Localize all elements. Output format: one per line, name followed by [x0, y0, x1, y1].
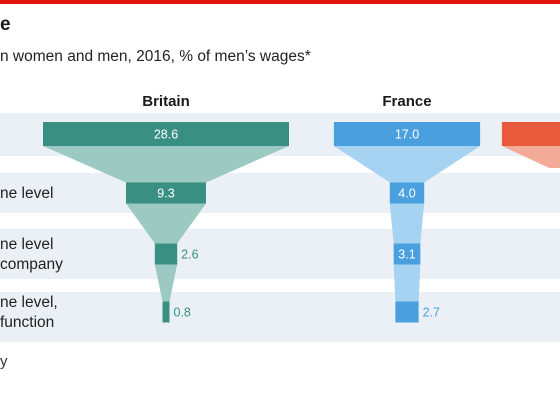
- value-label: 0.8: [174, 306, 191, 320]
- funnel-connector: [126, 203, 206, 244]
- column-header: Britain: [142, 93, 190, 110]
- value-label: 9.3: [157, 187, 174, 201]
- funnel-bar: [333, 122, 481, 146]
- row-band: [0, 173, 560, 213]
- row-label: ne level: [0, 185, 53, 202]
- value-label: 3.1: [398, 248, 415, 262]
- funnel-connector: [154, 264, 178, 302]
- funnel-bar: [389, 182, 425, 204]
- funnel-bar: [154, 243, 178, 265]
- funnel-bar: [126, 182, 206, 204]
- funnel-bar: [501, 122, 560, 146]
- row-label: ne level: [0, 236, 53, 253]
- row-label: function: [0, 314, 54, 331]
- funnel-connector: [333, 146, 481, 183]
- row-label: ne level,: [0, 294, 58, 311]
- row-band: [0, 229, 560, 279]
- funnel-bar: [393, 243, 421, 265]
- funnel-connector: [389, 203, 425, 244]
- chart-subtitle: n women and men, 2016, % of men’s wages*: [0, 48, 311, 65]
- row-band: [0, 292, 560, 342]
- funnel-bar: [395, 301, 419, 323]
- funnel-connector: [501, 146, 560, 168]
- value-label: 4.0: [398, 187, 415, 201]
- funnel-connector: [393, 264, 421, 302]
- funnel-bar: [43, 122, 289, 146]
- value-label: 2.7: [423, 306, 440, 320]
- column-header: France: [382, 93, 431, 110]
- chart-title: e: [0, 14, 11, 35]
- funnel-connector: [43, 146, 289, 183]
- value-label: 17.0: [395, 128, 419, 142]
- value-label: 28.6: [154, 128, 178, 142]
- footnote: y: [0, 353, 8, 370]
- funnel-bar: [162, 301, 170, 323]
- row-label: company: [0, 256, 63, 273]
- value-label: 2.6: [181, 248, 198, 262]
- top-accent-line: [0, 0, 560, 4]
